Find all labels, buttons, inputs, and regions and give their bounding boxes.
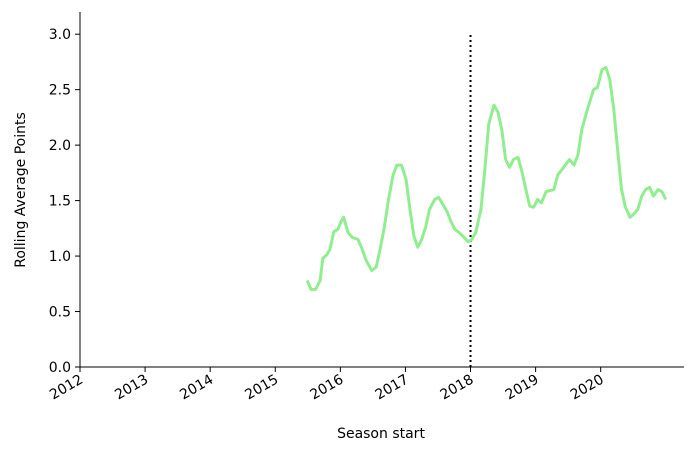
x-tick-label: 2019	[503, 372, 542, 404]
y-tick-label: 2.0	[49, 138, 71, 154]
y-tick-label: 0.5	[49, 305, 71, 321]
x-tick-label: 2013	[112, 372, 151, 404]
y-tick-label: 2.5	[49, 83, 71, 99]
y-tick-label: 0.0	[49, 360, 71, 376]
x-tick-label: 2014	[177, 372, 216, 404]
y-tick-label: 3.0	[49, 27, 71, 43]
x-tick-label: 2020	[568, 372, 607, 404]
x-tick-label: 2015	[242, 372, 281, 404]
y-tick-label: 1.0	[49, 249, 71, 265]
y-axis-label: Rolling Average Points	[13, 112, 29, 268]
data-line	[305, 65, 668, 291]
x-axis-label: Season start	[337, 426, 425, 442]
x-tick-label: 2016	[307, 372, 346, 404]
x-tick-label: 2018	[438, 372, 477, 404]
y-tick-label: 1.5	[49, 194, 71, 210]
x-tick-label: 2012	[47, 372, 86, 404]
x-tick-label: 2017	[373, 372, 412, 404]
